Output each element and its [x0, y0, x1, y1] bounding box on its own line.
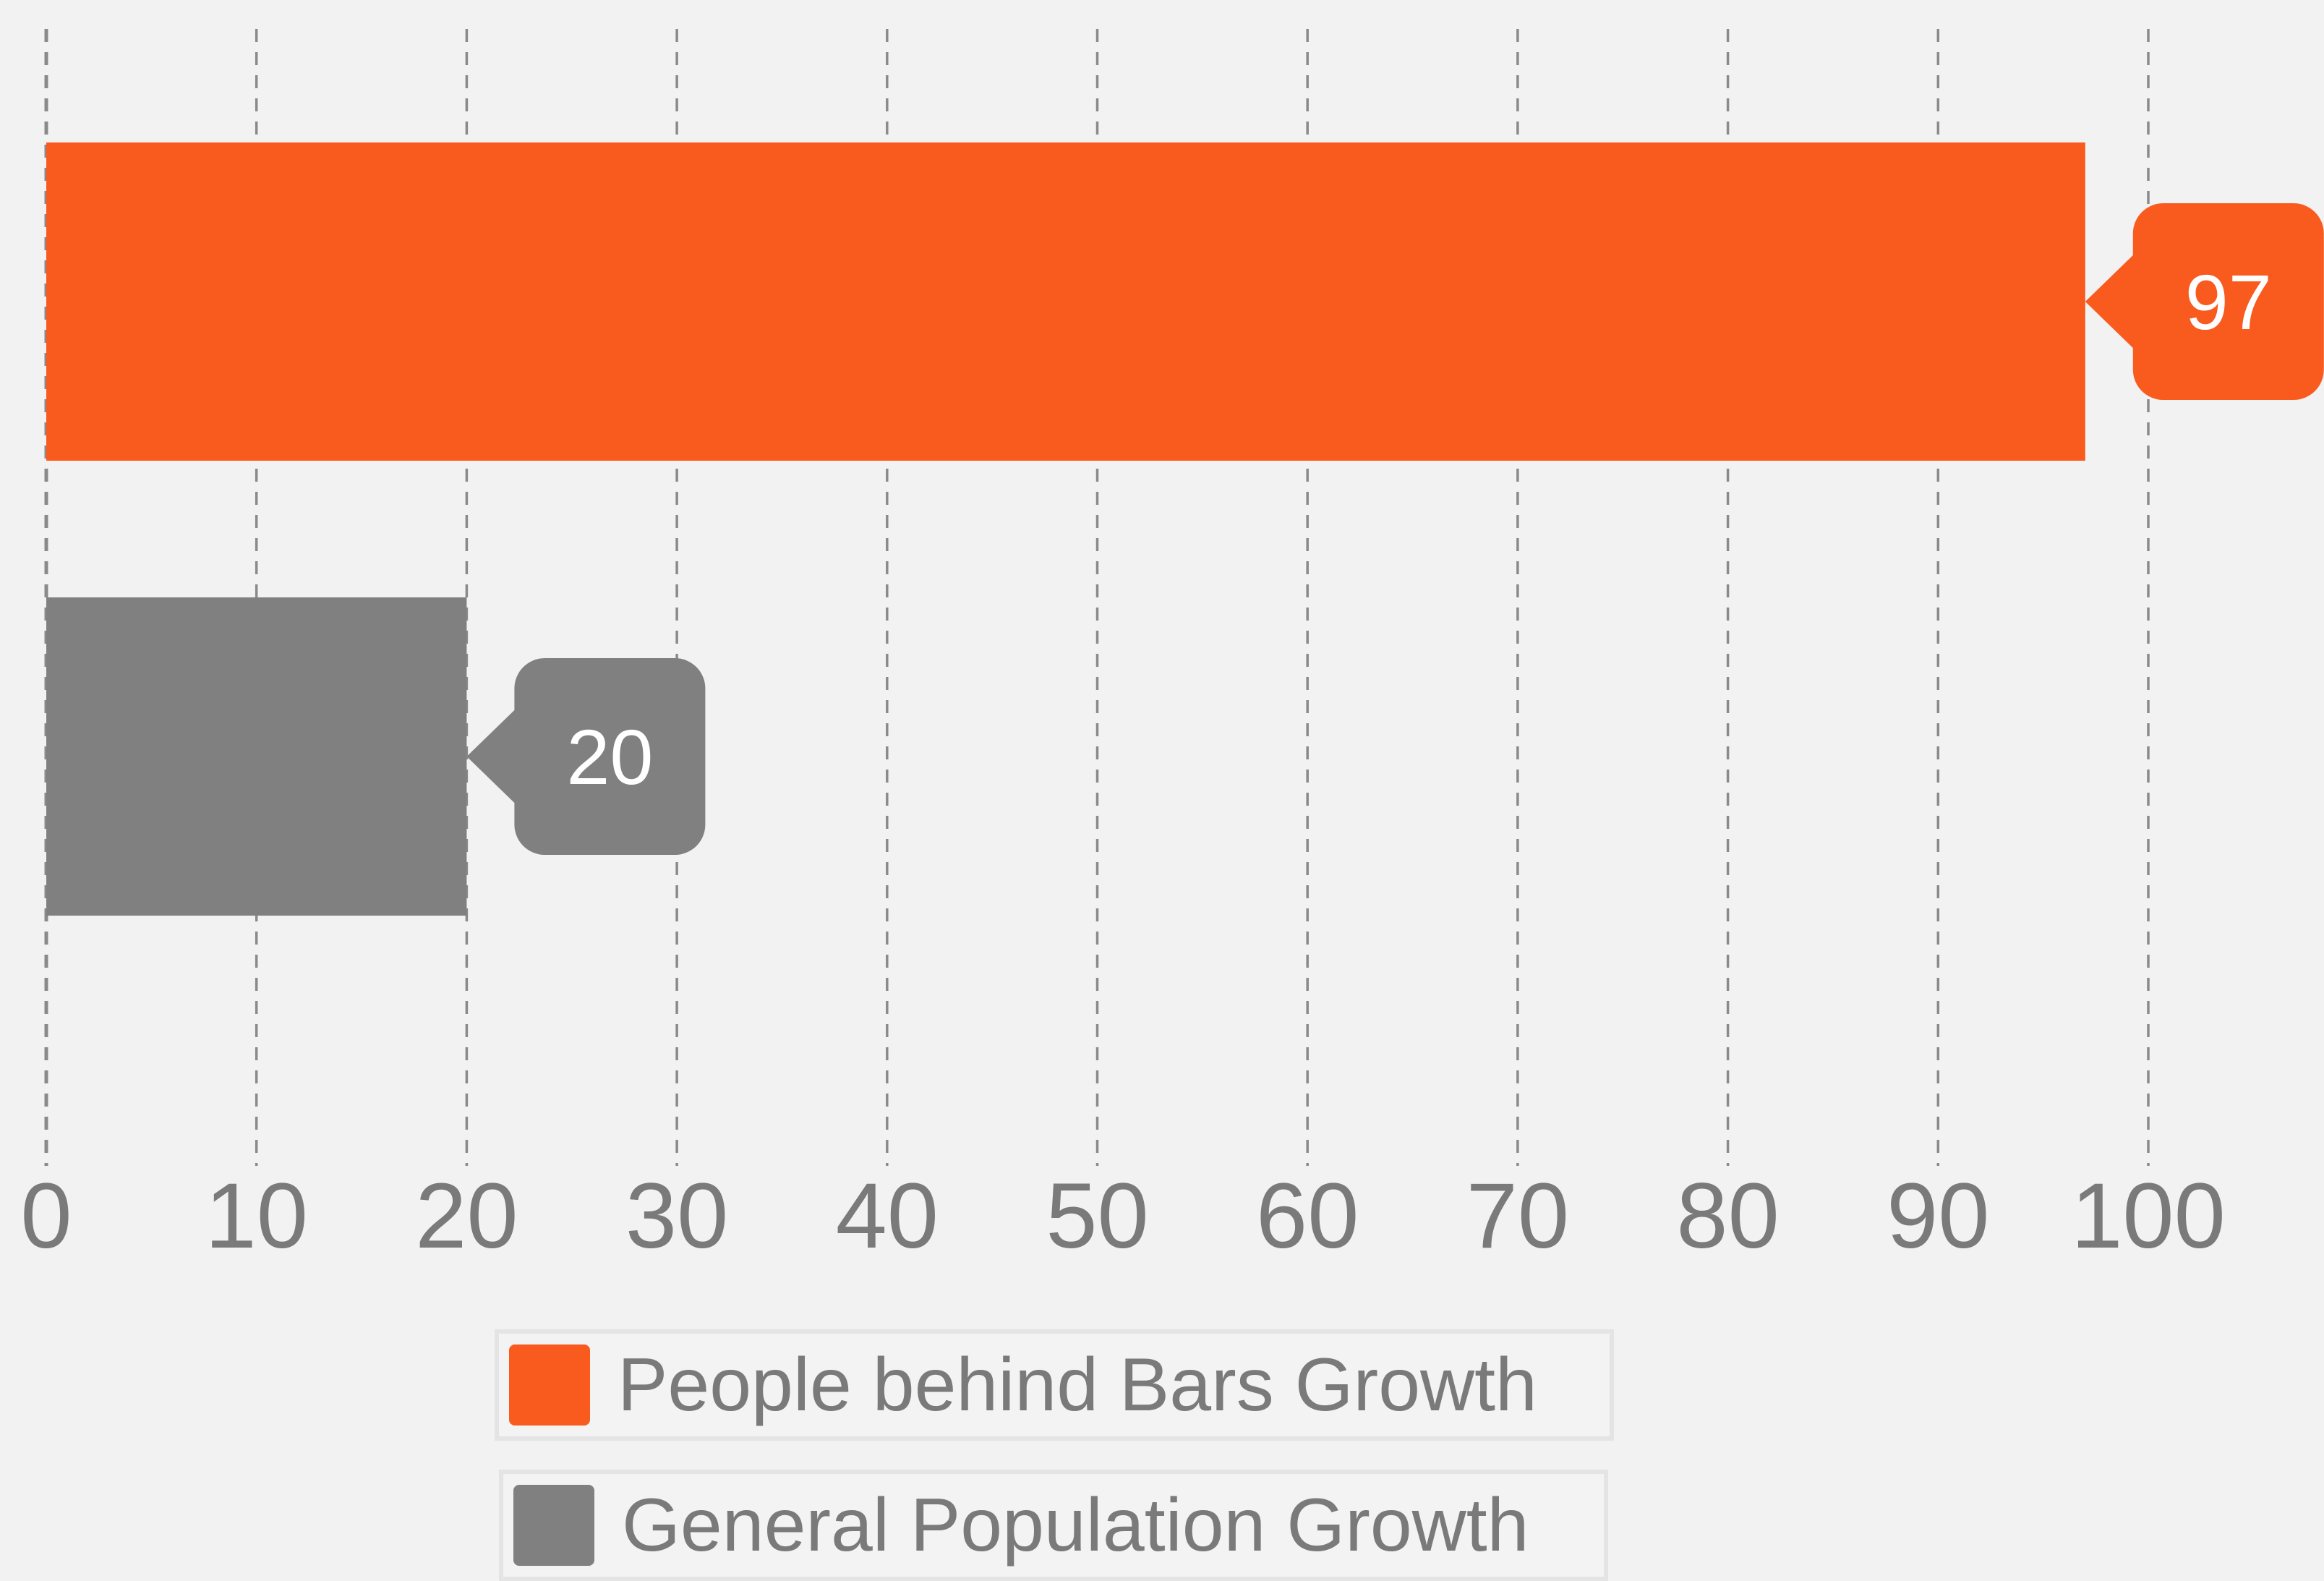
value-callouts: 97 20 [466, 203, 2324, 855]
x-tick-label-20: 20 [415, 1164, 518, 1268]
legend-item-general-population[interactable]: General Population Growth [499, 1470, 1608, 1581]
x-tick-label-60: 60 [1256, 1164, 1359, 1268]
x-tick-label-50: 50 [1046, 1164, 1148, 1268]
value-label-general-population: 20 [566, 713, 653, 801]
callout-bubble-people-behind-bars [2132, 203, 2324, 400]
x-tick-label-30: 30 [625, 1164, 728, 1268]
x-tick-label-100: 100 [2071, 1164, 2226, 1268]
x-tick-label-80: 80 [1676, 1164, 1779, 1268]
value-callout-people-behind-bars: 97 [2085, 203, 2324, 400]
callout-arrow-people-behind-bars [2085, 254, 2135, 349]
legend-item-people-behind-bars[interactable]: People behind Bars Growth [495, 1329, 1614, 1441]
callout-bubble-general-population [514, 658, 706, 855]
legend-label-people-behind-bars: People behind Bars Growth [618, 1343, 1537, 1427]
callout-arrow-general-population [466, 709, 516, 804]
legend-swatch-people-behind-bars [509, 1345, 590, 1426]
x-tick-label-90: 90 [1887, 1164, 1989, 1268]
bars [46, 142, 2085, 916]
legend-label-general-population: General Population Growth [622, 1483, 1529, 1567]
x-tick-label-70: 70 [1466, 1164, 1569, 1268]
bar-general-population[interactable] [46, 597, 467, 916]
legend-swatch-general-population [513, 1485, 594, 1566]
x-tick-label-10: 10 [205, 1164, 308, 1268]
x-tick-label-0: 0 [20, 1164, 72, 1268]
value-callout-general-population: 20 [466, 658, 706, 855]
value-label-people-behind-bars: 97 [2185, 258, 2272, 346]
x-axis-ticks: 0 10 20 30 40 50 60 70 80 90 100 [20, 1164, 2225, 1268]
bar-people-behind-bars[interactable] [46, 142, 2085, 461]
x-tick-label-40: 40 [836, 1164, 939, 1268]
